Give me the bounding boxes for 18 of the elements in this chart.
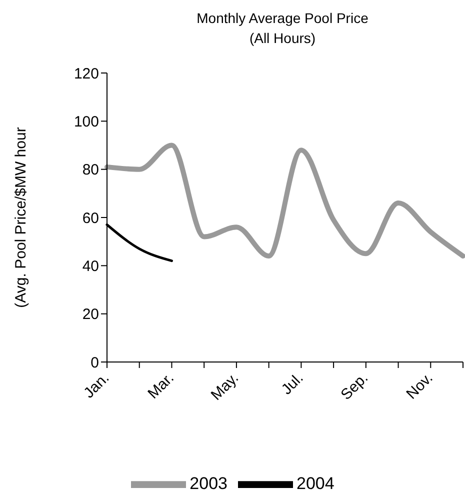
x-tick-label: Jan. xyxy=(80,370,113,402)
x-tick-label: Nov. xyxy=(403,370,436,403)
y-tick-label: 60 xyxy=(82,210,99,227)
y-tick-label: 80 xyxy=(82,162,99,179)
y-axis-title: (Avg. Pool Price/$MW hour xyxy=(12,127,30,308)
chart-subtitle: (All Hours) xyxy=(248,29,317,48)
x-tick-label: May. xyxy=(208,370,242,404)
x-tick-label: Sep. xyxy=(338,370,372,404)
y-tick-label: 0 xyxy=(90,354,99,372)
y-tick-label: 20 xyxy=(82,306,99,324)
legend-label: 2004 xyxy=(296,474,334,490)
y-tick-label: 40 xyxy=(82,258,99,275)
x-tick-label: Jul. xyxy=(278,370,307,398)
chart-title: Monthly Average Pool Price xyxy=(196,9,370,28)
legend-label: 2003 xyxy=(190,474,228,490)
x-tick-label: Mar. xyxy=(144,370,178,402)
y-tick-label: 100 xyxy=(74,113,99,130)
y-tick-label: 120 xyxy=(74,65,99,82)
